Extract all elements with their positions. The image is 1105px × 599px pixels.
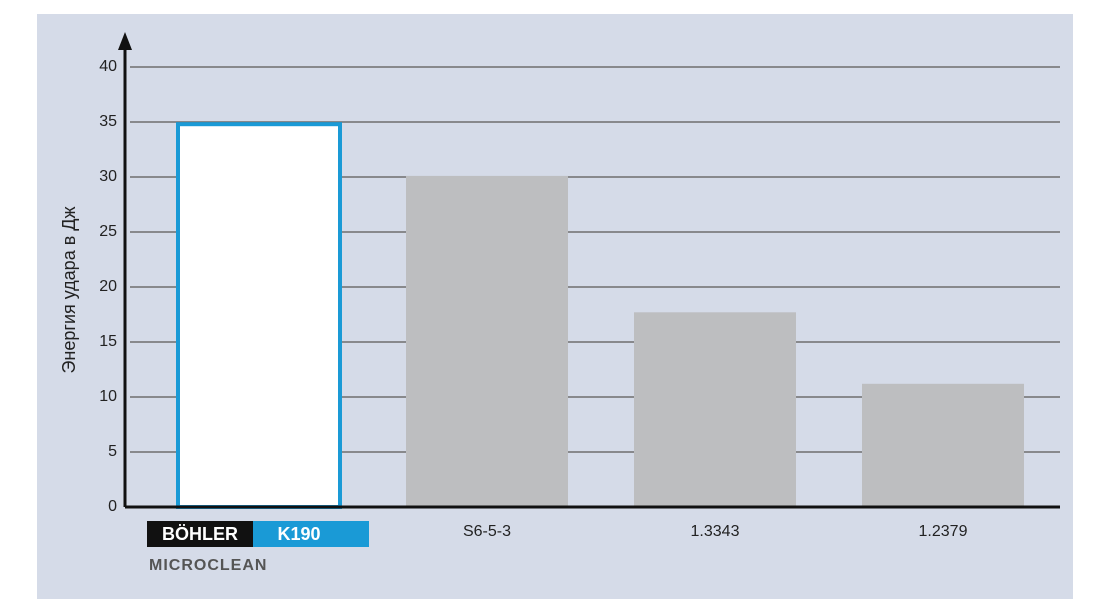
y-axis-arrow xyxy=(118,32,132,50)
bar xyxy=(176,122,342,509)
y-tick-label: 10 xyxy=(99,388,117,405)
y-tick-label: 40 xyxy=(99,58,117,75)
logo-brand-box xyxy=(147,521,253,547)
y-tick-label: 30 xyxy=(99,168,117,185)
y-tick-label: 15 xyxy=(99,333,117,350)
category-logo: BÖHLER K190 MICROCLEAN xyxy=(147,521,369,574)
x-tick-label: K190 xyxy=(277,524,320,544)
y-tick-label: 0 xyxy=(108,498,117,515)
bar xyxy=(406,175,568,507)
bar xyxy=(862,383,1024,507)
y-tick-label: 20 xyxy=(99,278,117,295)
logo-sub: MICROCLEAN xyxy=(149,557,267,574)
x-tick-label: 1.3343 xyxy=(691,523,740,540)
x-tick-label: 1.2379 xyxy=(919,523,968,540)
y-axis-label: Энергия удара в Дж xyxy=(59,206,79,373)
bar xyxy=(634,312,796,507)
y-tick-label: 35 xyxy=(99,113,117,130)
y-tick-label: 25 xyxy=(99,223,117,240)
x-tick-label: S6-5-3 xyxy=(463,523,511,540)
y-tick-label: 5 xyxy=(108,443,117,460)
logo-name-box xyxy=(253,521,369,547)
logo-brand: BÖHLER xyxy=(162,524,238,544)
